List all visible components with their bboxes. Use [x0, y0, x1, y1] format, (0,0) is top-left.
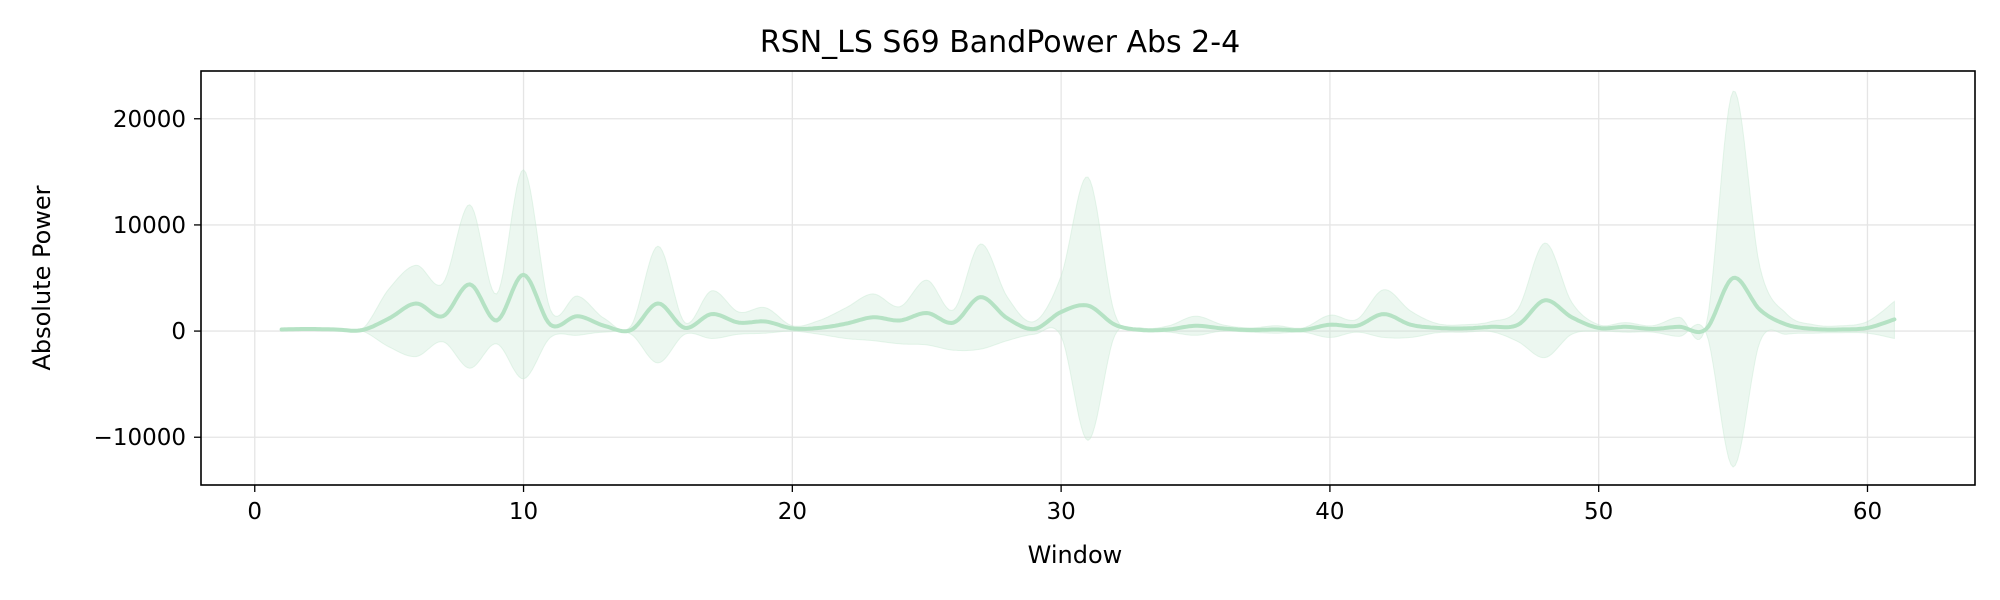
x-tick-label: 20 [778, 499, 807, 525]
y-axis-label: Absolute Power [28, 185, 56, 370]
y-axis: −10000 0 10000 20000 [94, 107, 201, 451]
x-axis: 0 10 20 30 40 50 60 [247, 485, 1882, 525]
x-tick-label: 50 [1584, 499, 1613, 525]
grid-layer [201, 71, 1975, 485]
y-tick-label: 20000 [113, 107, 186, 133]
x-tick-label: 0 [247, 499, 262, 525]
confidence-band [281, 90, 1895, 468]
line-layer [279, 272, 1897, 335]
x-axis-label: Window [1028, 541, 1123, 569]
mean-line [279, 272, 1897, 335]
plot-frame [200, 70, 1976, 486]
band-layer [281, 90, 1895, 468]
y-tick-label: 0 [171, 319, 186, 345]
x-tick-label: 60 [1853, 499, 1882, 525]
x-tick-label: 40 [1315, 499, 1344, 525]
y-tick-label: −10000 [94, 425, 186, 451]
chart-title: RSN_LS S69 BandPower Abs 2-4 [760, 25, 1240, 60]
x-tick-label: 30 [1046, 499, 1075, 525]
y-tick-label: 10000 [113, 213, 186, 239]
x-tick-label: 10 [509, 499, 538, 525]
